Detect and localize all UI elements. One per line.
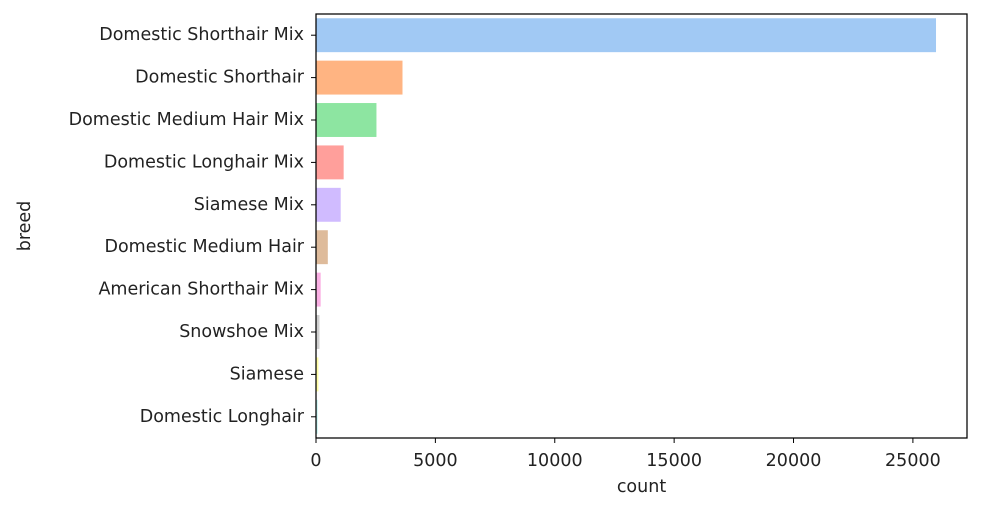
bar-domestic-medium-hair-mix (316, 103, 377, 137)
y-tick-label: Domestic Medium Hair (105, 237, 305, 257)
bars-layer (316, 18, 937, 434)
x-axis-label: count (617, 477, 667, 497)
y-tick-label: Domestic Longhair Mix (104, 152, 304, 172)
bar-siamese-mix (316, 187, 341, 222)
x-axis-ticks: 0 5000 10000 15000 20000 25000 (310, 438, 941, 471)
bar-american-shorthair-mix (316, 272, 321, 307)
x-tick-label: 15000 (646, 451, 702, 471)
bar-domestic-shorthair-mix (316, 18, 937, 53)
x-tick-label: 20000 (766, 451, 822, 471)
x-tick-label: 10000 (527, 451, 583, 471)
y-tick-label: Domestic Medium Hair Mix (69, 110, 304, 130)
y-axis-label: breed (15, 201, 35, 252)
y-axis-ticks: Domestic Shorthair Mix Domestic Shorthair… (69, 25, 316, 427)
bar-siamese (316, 357, 319, 392)
y-tick-label: Snowshoe Mix (179, 322, 304, 342)
bar-domestic-longhair (316, 399, 318, 434)
x-tick-label: 5000 (413, 451, 458, 471)
y-tick-label: Domestic Longhair (140, 407, 305, 427)
y-tick-label: Siamese (230, 364, 304, 384)
bar-snowshoe-mix (316, 315, 320, 349)
y-tick-label: Domestic Shorthair (135, 68, 305, 88)
x-tick-label: 0 (310, 451, 321, 471)
bar-domestic-shorthair (316, 60, 403, 95)
y-tick-label: Siamese Mix (194, 195, 304, 215)
y-tick-label: American Shorthair Mix (98, 280, 304, 300)
y-tick-label: Domestic Shorthair Mix (99, 25, 304, 45)
x-tick-label: 25000 (885, 451, 941, 471)
bar-domestic-medium-hair (316, 230, 328, 265)
plot-frame (315, 13, 968, 439)
bar-domestic-longhair-mix (316, 145, 344, 180)
